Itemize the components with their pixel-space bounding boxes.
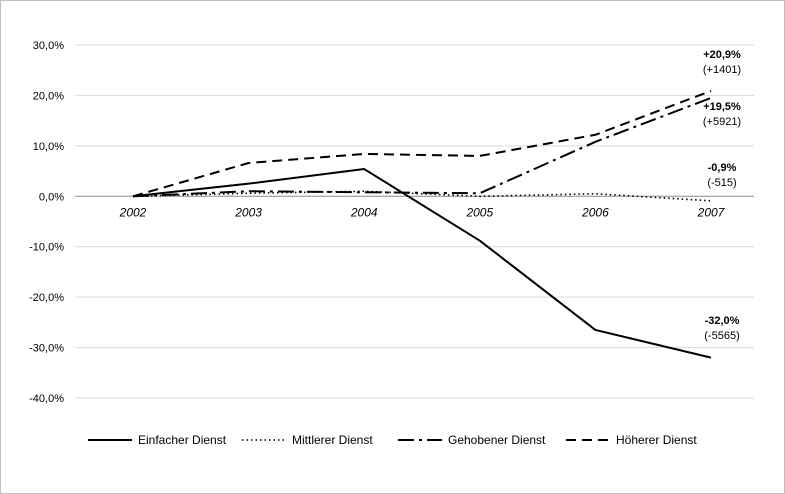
x-tick-label: 2006 (581, 205, 609, 219)
annotation-percent: -32,0% (705, 315, 740, 327)
y-tick-label: -10,0% (29, 242, 64, 254)
x-tick-label: 2004 (350, 205, 378, 219)
y-tick-label: 20,0% (33, 90, 64, 102)
annotation-count: (-5565) (704, 330, 739, 342)
legend-label: Mittlerer Dienst (292, 433, 373, 447)
annotation-count: (-515) (707, 177, 736, 189)
y-tick-label: -30,0% (29, 343, 64, 355)
x-tick-label: 2003 (234, 205, 262, 219)
annotation-count: (+5921) (703, 116, 741, 128)
series-line-mittlerer-dienst (132, 190, 712, 202)
y-tick-label: -40,0% (29, 393, 64, 405)
y-tick-label: -20,0% (29, 292, 64, 304)
y-tick-label: 0,0% (39, 191, 64, 203)
annotation-percent: +20,9% (703, 49, 741, 61)
series-line-h-herer-dienst (132, 89, 712, 198)
legend-label: Gehobener Dienst (448, 433, 546, 447)
annotation-percent: -0,9% (708, 162, 737, 174)
series-line-gehobener-dienst (132, 97, 712, 198)
y-axis-ticks: 30,0% 20,0% 10,0% 0,0% -10,0% -20,0% -30,0% -40… (29, 40, 64, 405)
series-lines (132, 89, 712, 359)
legend: Einfacher Dienst Mittlerer Dienst Gehobene… (88, 433, 697, 447)
y-tick-label: 10,0% (33, 141, 64, 153)
annotation-percent: +19,5% (703, 101, 741, 113)
end-annotations: -32,0% (-5565) -0,9% (-515) +19,5% (+5921) +20… (703, 49, 741, 342)
x-tick-label: 2007 (697, 205, 726, 219)
annotation-count: (+1401) (703, 64, 741, 76)
x-axis-ticks: 2002 2003 2004 2005 2006 2007 (119, 205, 726, 219)
series-line-einfacher-dienst (132, 168, 712, 359)
y-tick-label: 30,0% (33, 40, 64, 52)
legend-label: Einfacher Dienst (138, 433, 227, 447)
legend-label: Höherer Dienst (616, 433, 697, 447)
gridlines (75, 44, 754, 399)
x-tick-label: 2002 (119, 205, 147, 219)
x-tick-label: 2005 (465, 205, 493, 219)
